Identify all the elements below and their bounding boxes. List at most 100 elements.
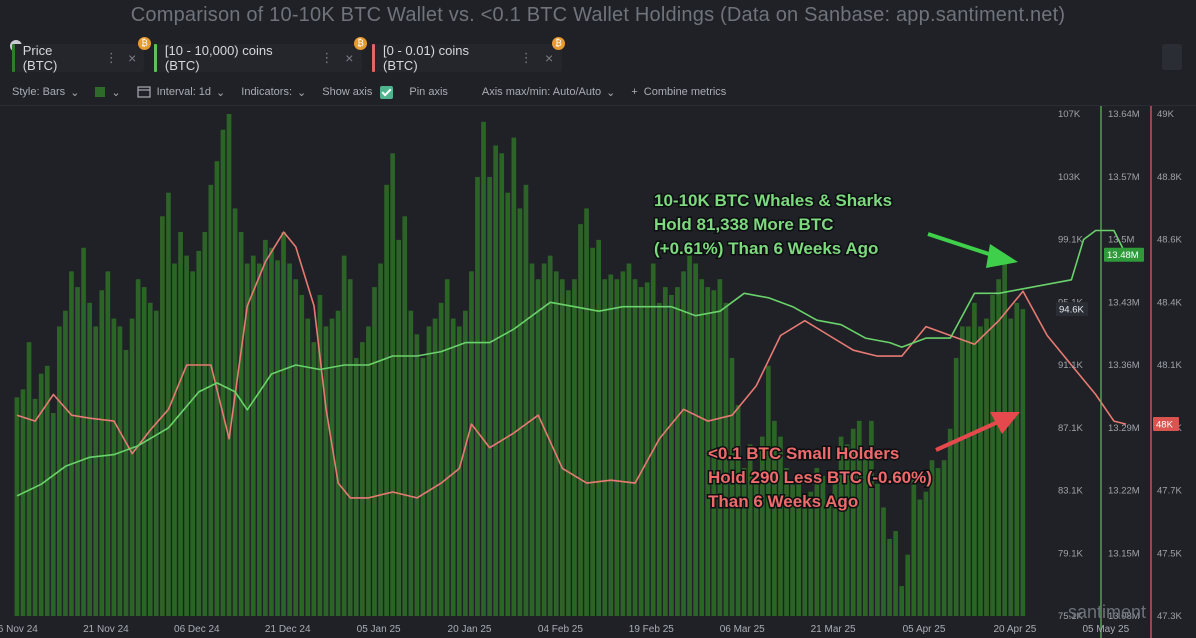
more-icon[interactable]: ⋮ bbox=[104, 50, 118, 65]
whales-axis-tick: 13.64M bbox=[1108, 109, 1140, 120]
interval-selector[interactable]: Interval: 1d ⌄ bbox=[137, 86, 225, 99]
small-axis-tick: 48.1K bbox=[1157, 360, 1182, 371]
indicators-selector[interactable]: Indicators: ⌄ bbox=[241, 86, 306, 99]
watermark: santiment bbox=[1068, 602, 1146, 622]
more-icon[interactable]: ⋮ bbox=[519, 50, 533, 65]
price-bar bbox=[535, 279, 541, 616]
price-bar bbox=[723, 302, 729, 616]
axis-minmax-label: Axis max/min: Auto/Auto bbox=[481, 86, 602, 98]
price-bar bbox=[384, 184, 389, 616]
chart-canvas[interactable]: 107K103K99.1K95.1K91.1K87.1K83.1K79.1K75… bbox=[0, 106, 1196, 638]
annotations: 10-10K BTC Whales & Sharks Hold 81,338 Mo… bbox=[653, 190, 1020, 513]
annotation-whales-line: (+0.61%) Than 6 Weeks Ago bbox=[654, 239, 878, 258]
close-icon[interactable]: × bbox=[128, 50, 137, 66]
price-bar bbox=[893, 531, 898, 616]
price-bar bbox=[663, 287, 668, 616]
price-bar bbox=[129, 318, 135, 616]
close-icon[interactable]: × bbox=[545, 50, 554, 66]
annotation-whales-line: Hold 81,338 More BTC bbox=[654, 215, 834, 234]
x-axis-tick: 20 Apr 25 bbox=[994, 624, 1037, 635]
whales-axis-tick: 13.43M bbox=[1108, 297, 1140, 308]
price-bar bbox=[14, 397, 20, 616]
close-icon[interactable]: × bbox=[345, 50, 354, 66]
price-bar bbox=[269, 247, 274, 616]
chart-title: Comparison of 10-10K BTC Wallet vs. <0.1… bbox=[130, 4, 1066, 26]
price-bar bbox=[232, 208, 238, 617]
price-bar bbox=[966, 326, 971, 616]
metric-color-bar bbox=[372, 44, 375, 72]
price-bar bbox=[638, 287, 644, 616]
price-bar bbox=[105, 271, 111, 616]
whales-axis-tick: 13.22M bbox=[1108, 486, 1140, 497]
metric-chip-price[interactable]: Price (BTC) ⋮ × ₿ bbox=[12, 37, 151, 73]
price-bar bbox=[323, 326, 329, 616]
annotation-arrow-whales bbox=[927, 232, 996, 258]
price-bar bbox=[850, 428, 856, 616]
show-axis-toggle[interactable]: Show axis bbox=[322, 85, 394, 99]
price-bar bbox=[32, 398, 38, 616]
pin-axis-toggle[interactable]: Pin axis bbox=[409, 86, 448, 98]
price-bar bbox=[972, 302, 977, 616]
price-bar bbox=[899, 586, 905, 616]
whales-axis-tick: 13.36M bbox=[1108, 360, 1140, 371]
axis-minmax-selector[interactable]: Axis max/min: Auto/Auto ⌄ bbox=[482, 86, 615, 99]
style-selector[interactable]: Style: Bars ⌄ bbox=[12, 86, 79, 99]
metric-chip-whales[interactable]: [10 - 10,000) coins (BTC) ⋮ × ₿ bbox=[154, 37, 367, 73]
price-bar bbox=[772, 420, 777, 616]
whales-axis-tick: 13.5M bbox=[1108, 235, 1134, 246]
metric-label-whales: [10 - 10,000) coins (BTC) bbox=[164, 43, 273, 73]
price-bar bbox=[523, 184, 529, 616]
x-axis-tick: 05 May 25 bbox=[1082, 624, 1129, 635]
more-icon[interactable]: ⋮ bbox=[320, 50, 334, 65]
price-bar bbox=[99, 290, 105, 616]
price-bar bbox=[929, 460, 935, 616]
color-selector[interactable]: ⌄ bbox=[95, 86, 121, 99]
combine-metrics-button[interactable]: + Combine metrics bbox=[631, 86, 726, 98]
x-axis-tick: 06 Mar 25 bbox=[720, 624, 765, 635]
metric-label-small-holders: [0 - 0.01) coins (BTC) bbox=[382, 43, 469, 73]
price-bar bbox=[814, 468, 820, 616]
chevron-down-icon: ⌄ bbox=[297, 86, 307, 99]
x-axis-tick: 19 Feb 25 bbox=[629, 624, 674, 635]
price-bar bbox=[802, 499, 808, 616]
price-bar bbox=[456, 326, 462, 616]
price-bar bbox=[281, 232, 286, 616]
price-bar bbox=[911, 475, 917, 616]
metric-chip-small-holders[interactable]: [0 - 0.01) coins (BTC) ⋮ × ₿ bbox=[372, 37, 565, 73]
price-bar bbox=[941, 460, 947, 616]
price-bar bbox=[250, 255, 256, 616]
price-bar bbox=[311, 342, 317, 616]
price-axis-tick: 99.1K bbox=[1058, 235, 1083, 246]
price-bar bbox=[759, 436, 765, 616]
price-bar bbox=[226, 114, 232, 616]
price-bar bbox=[20, 389, 26, 616]
price-bar bbox=[390, 153, 395, 617]
show-axis-checkbox[interactable] bbox=[380, 85, 394, 99]
bitcoin-icon: ₿ bbox=[552, 37, 565, 50]
price-bar bbox=[408, 310, 414, 616]
price-axis-tick: 91.1K bbox=[1058, 360, 1083, 371]
price-axis-tick: 87.1K bbox=[1058, 423, 1083, 434]
price-bar bbox=[111, 318, 117, 616]
whales-axis-tick: 13.15M bbox=[1108, 548, 1140, 559]
price-bar bbox=[184, 255, 189, 616]
price-bar bbox=[796, 475, 801, 616]
price-bar bbox=[372, 287, 377, 616]
price-axis-tick: 107K bbox=[1058, 109, 1081, 120]
price-bar bbox=[293, 279, 299, 616]
x-axis-tick: 04 Feb 25 bbox=[538, 624, 583, 635]
price-bar bbox=[566, 290, 571, 616]
price-bar bbox=[166, 192, 171, 616]
price-bar bbox=[75, 287, 80, 616]
panel-toggle[interactable] bbox=[1162, 44, 1182, 70]
price-bar bbox=[887, 538, 892, 616]
price-bar bbox=[741, 468, 747, 616]
price-bar bbox=[729, 357, 735, 616]
price-bar bbox=[923, 491, 929, 616]
price-bar bbox=[675, 287, 680, 616]
price-bar bbox=[135, 279, 141, 616]
price-bar bbox=[378, 263, 383, 616]
price-bar bbox=[317, 294, 323, 616]
price-bar bbox=[644, 282, 650, 616]
x-axis-tick: 21 Mar 25 bbox=[811, 624, 856, 635]
